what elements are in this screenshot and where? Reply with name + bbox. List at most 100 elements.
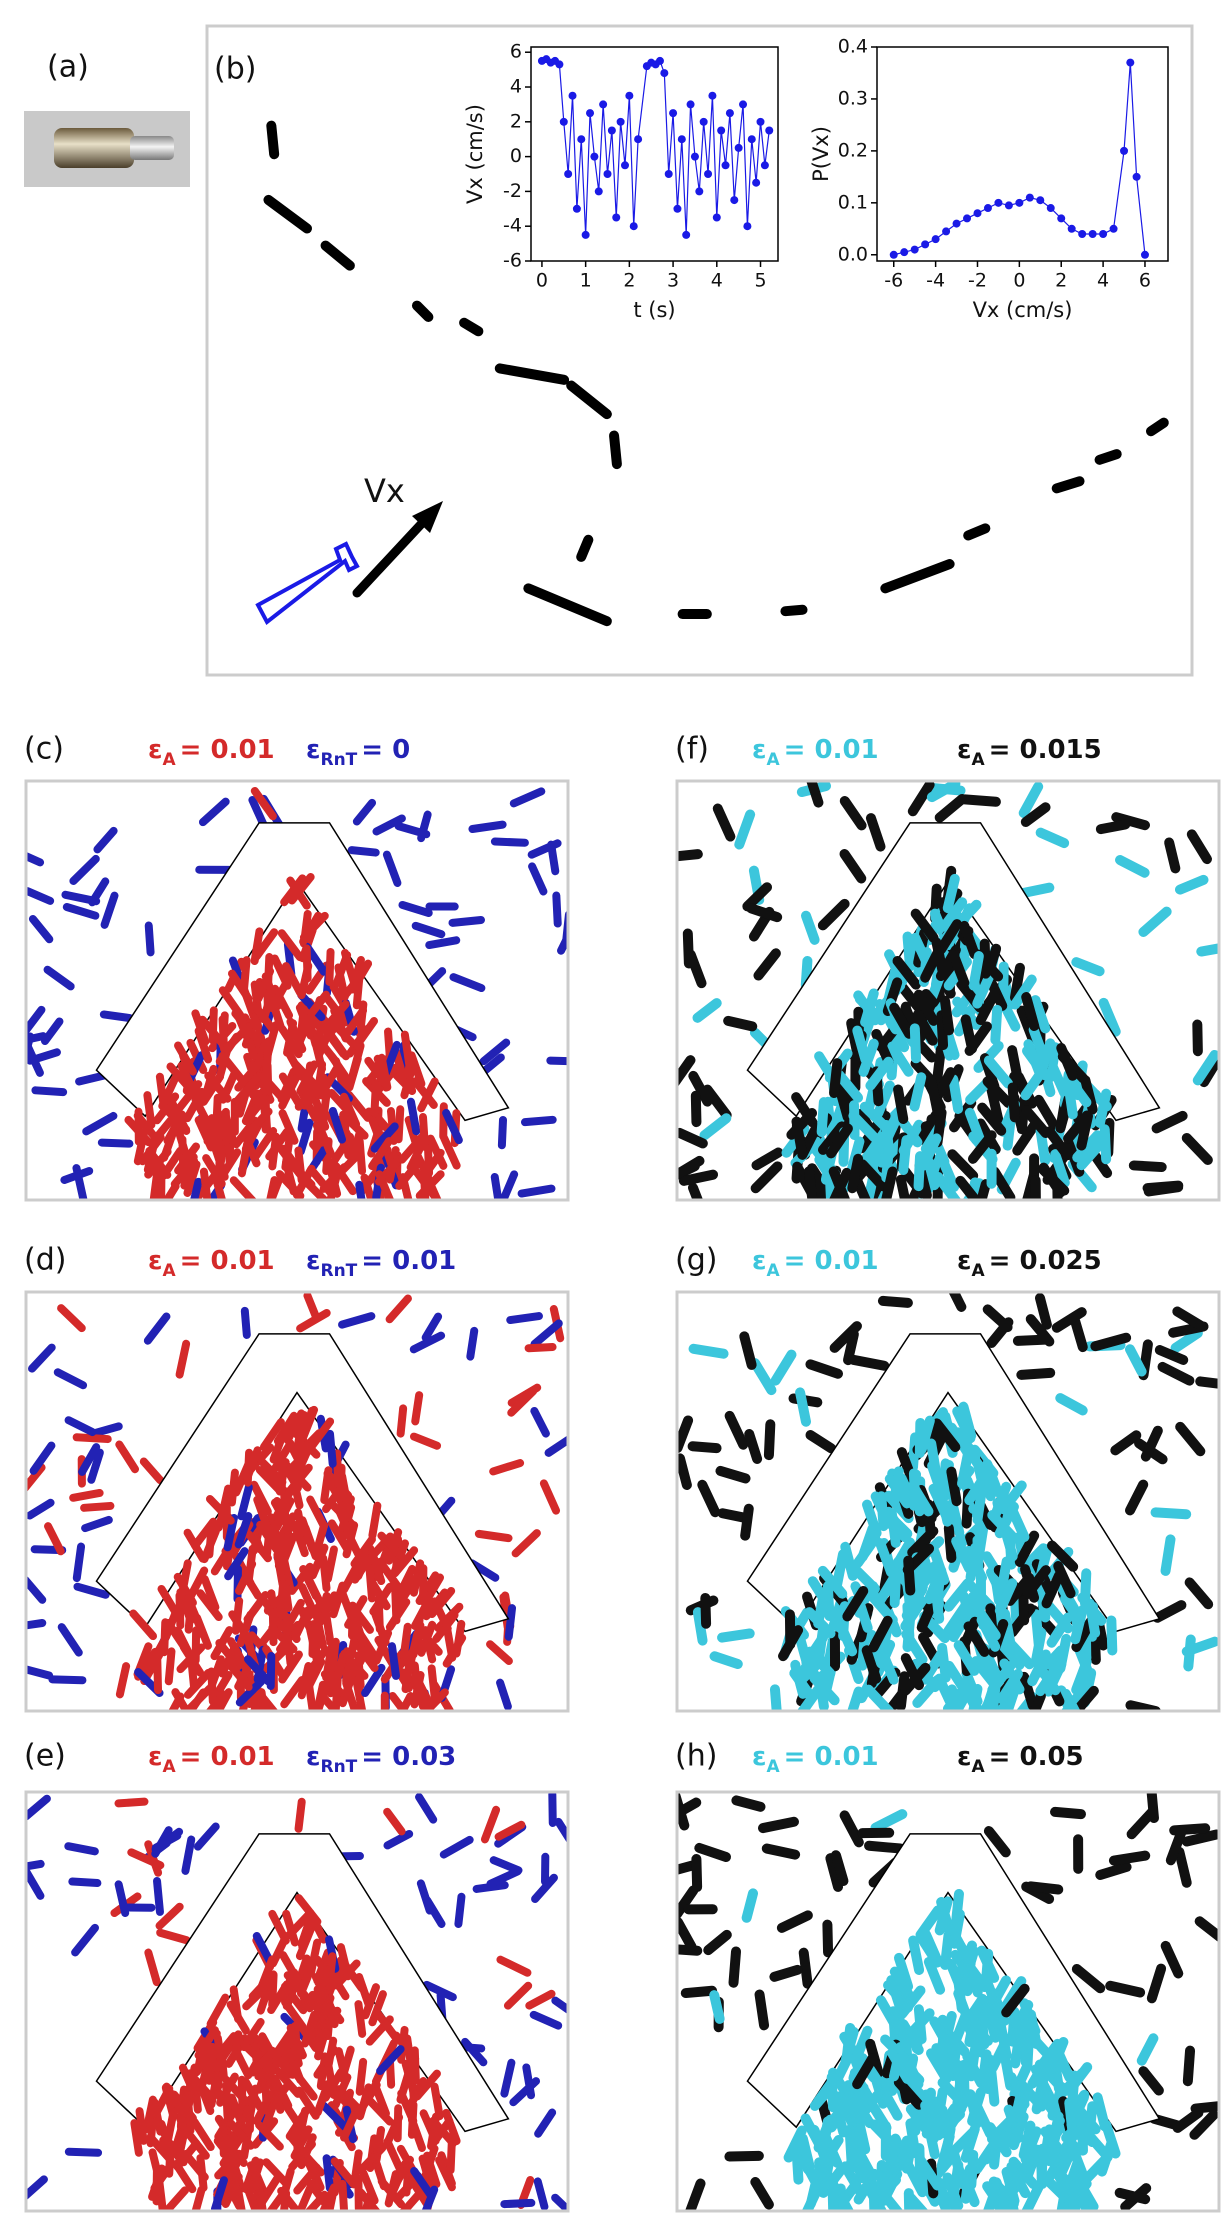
rod <box>1012 1120 1039 1156</box>
rod <box>847 1153 864 1194</box>
rod <box>731 1795 766 1812</box>
rod <box>966 2041 981 2082</box>
rod <box>1071 1964 1106 1994</box>
rod <box>381 1040 401 1077</box>
rod <box>222 2081 232 2120</box>
rod <box>1090 1332 1132 1352</box>
panel-label: (h) <box>675 1739 717 1774</box>
rod <box>393 2104 403 2143</box>
rod <box>290 1968 309 2005</box>
rod <box>858 1038 879 1077</box>
rod <box>270 2074 293 2110</box>
rod <box>848 1562 880 1594</box>
trajectory-segment <box>266 120 280 160</box>
rod <box>852 1025 871 1065</box>
rod <box>692 1607 708 1646</box>
rod <box>717 1628 755 1643</box>
rod <box>1014 1530 1040 1567</box>
rod <box>212 1175 227 1200</box>
rod <box>943 1522 957 1563</box>
rod <box>370 1079 380 1118</box>
rod <box>828 1166 850 1200</box>
panel-label: (g) <box>675 1243 717 1278</box>
data-point <box>760 161 769 170</box>
rod <box>160 1104 191 1134</box>
rod <box>1174 1846 1192 1888</box>
rod <box>1110 1430 1142 1456</box>
rod <box>474 1529 513 1543</box>
x-tick-label: 0 <box>1013 270 1025 292</box>
rod <box>329 1132 355 1166</box>
rod <box>276 1579 288 1618</box>
rod <box>926 781 961 803</box>
rod <box>218 1051 246 1084</box>
data-point <box>1015 198 1024 207</box>
rod <box>395 1158 423 1190</box>
rod <box>751 1147 784 1171</box>
rod <box>468 820 507 833</box>
rod <box>1077 1592 1107 1626</box>
rod <box>717 1508 752 1524</box>
rod <box>1055 1393 1088 1416</box>
rod <box>770 1349 797 1386</box>
rod <box>1196 943 1219 957</box>
rod <box>311 1521 329 1559</box>
rod <box>191 2186 206 2211</box>
rod <box>937 1642 951 1683</box>
rod <box>678 1169 719 1186</box>
rod <box>428 1586 456 1619</box>
rod <box>724 2150 764 2162</box>
rod <box>833 2188 855 2211</box>
rod <box>341 1006 368 1040</box>
rod <box>48 1675 87 1685</box>
rod <box>734 809 756 850</box>
rod <box>325 1429 337 1468</box>
rod <box>252 1127 278 1160</box>
rod <box>185 1688 208 1711</box>
subscript: A <box>971 1261 985 1281</box>
rod <box>1004 1572 1035 1606</box>
rod <box>283 1409 306 1445</box>
rod <box>913 1151 926 1192</box>
data-point <box>712 213 721 222</box>
rod <box>57 1623 83 1657</box>
rod <box>295 2106 310 2145</box>
rod <box>139 1457 165 1485</box>
rod <box>398 1133 426 1164</box>
rod <box>299 1565 320 1601</box>
rod <box>690 1090 702 1128</box>
rod <box>996 1668 1023 1705</box>
data-point <box>586 109 595 118</box>
rod <box>1044 1126 1073 1161</box>
rod <box>26 887 55 905</box>
data-point <box>1057 214 1066 223</box>
rod <box>677 849 703 862</box>
rod <box>1138 2066 1164 2096</box>
symbol: ε <box>148 735 162 765</box>
rod <box>834 1083 853 1123</box>
subscript: RnT <box>320 750 357 770</box>
rod <box>525 1989 556 2010</box>
rod <box>1124 1344 1147 1377</box>
rod <box>953 1988 974 2027</box>
rod <box>129 1609 158 1641</box>
rod <box>677 1415 694 1453</box>
rod <box>80 1501 115 1512</box>
rod <box>164 1647 176 1686</box>
rod <box>241 2077 265 2112</box>
rod <box>933 1171 962 1200</box>
rod <box>267 2077 285 2114</box>
rod <box>1095 819 1131 835</box>
rod <box>417 810 432 843</box>
rod <box>940 2103 967 2139</box>
rod <box>312 1612 327 1650</box>
rod <box>804 1646 836 1679</box>
rod <box>64 1416 97 1437</box>
rod <box>57 1304 86 1333</box>
rod <box>976 1945 1000 1983</box>
rod <box>742 882 773 912</box>
data-point <box>673 204 682 213</box>
rod <box>28 915 54 944</box>
rod <box>975 988 1000 1026</box>
value: = 0.025 <box>989 1246 1102 1276</box>
